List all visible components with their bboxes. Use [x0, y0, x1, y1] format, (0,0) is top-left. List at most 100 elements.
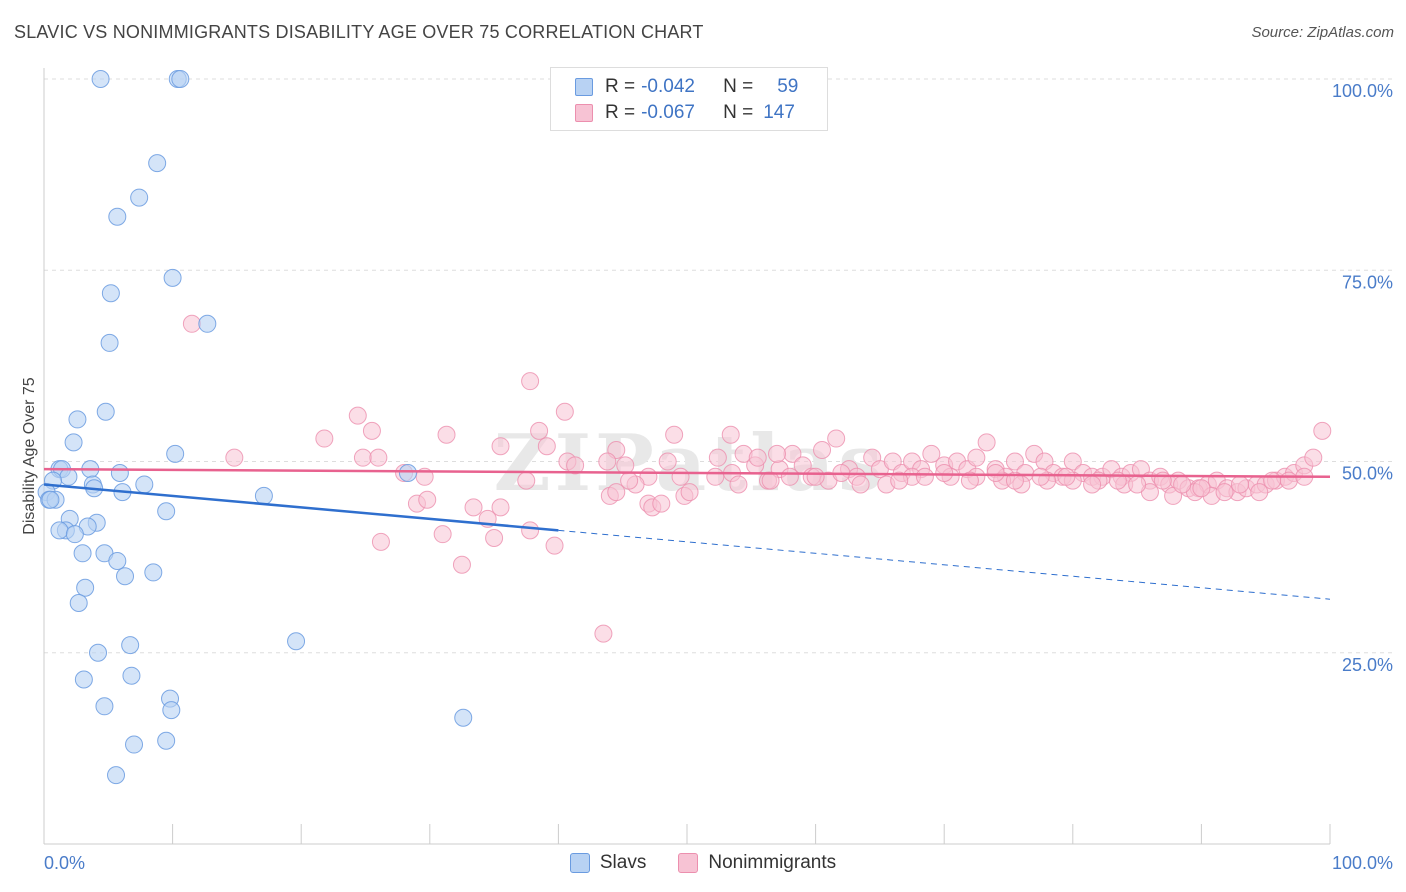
nonimmigrants-point: [780, 467, 799, 486]
slavs-swatch: [575, 78, 593, 96]
nonimmigrants-point: [521, 372, 540, 391]
slavs-point: [166, 444, 185, 463]
nonimmigrants-point: [1173, 475, 1192, 494]
slavs-swatch: [569, 853, 590, 873]
slavs-point: [108, 551, 127, 570]
slavs-point: [108, 207, 127, 226]
nonimmigrants-point: [1230, 475, 1249, 494]
nonimmigrants-point: [1263, 471, 1282, 490]
slavs-point: [110, 463, 129, 482]
slavs-point: [101, 284, 120, 303]
slavs-point: [157, 731, 176, 750]
nonimmigrants-point: [665, 425, 684, 444]
x-tick-label: 100.0%: [1332, 853, 1393, 873]
nonimmigrants-point: [960, 471, 979, 490]
slavs-point: [73, 544, 92, 563]
legend-n-label: N =: [723, 102, 754, 123]
nonimmigrants-point: [517, 471, 536, 490]
series-legend: Slavs Nonimmigrants: [0, 852, 1406, 874]
nonimmigrants-point: [485, 529, 504, 547]
nonimmigrants-point: [671, 467, 690, 486]
slavs-point: [65, 525, 84, 544]
source-label: Source: ZipAtlas.com: [1251, 24, 1394, 41]
y-tick-label: 50.0%: [1342, 464, 1393, 484]
nonimmigrants-point: [491, 498, 510, 517]
nonimmigrants-point: [806, 467, 825, 486]
legend-row-nonimmigrants: R = -0.067 N = 147: [575, 102, 795, 124]
nonimmigrants-point: [362, 421, 381, 440]
legend-n-value: 147: [763, 102, 795, 123]
slavs-point: [125, 735, 144, 754]
slavs-point: [50, 521, 69, 540]
nonimmigrants-point: [555, 402, 574, 421]
slavs-point: [122, 666, 141, 685]
legend-n-value: 59: [777, 76, 799, 97]
nonimmigrants-point: [315, 429, 334, 448]
nonimmigrants-point: [721, 425, 740, 444]
nonimmigrants-point: [1215, 483, 1234, 502]
nonimmigrants-point: [1304, 448, 1323, 467]
nonimmigrants-point: [616, 456, 635, 475]
slavs-point: [95, 697, 114, 716]
nonimmigrants-point: [607, 483, 626, 502]
y-tick-label: 75.0%: [1342, 272, 1393, 292]
legend-r-value: -0.042: [641, 76, 695, 97]
nonimmigrants-trend-line: [43, 467, 1331, 479]
slavs-point: [163, 268, 182, 287]
slavs-point: [157, 502, 176, 521]
nonimmigrants-point: [433, 525, 452, 544]
nonimmigrants-point: [761, 471, 780, 490]
slavs-point: [76, 578, 95, 597]
legend-r-label: R =: [605, 102, 636, 123]
x-tick-label: 0.0%: [44, 853, 85, 873]
slavs-trend-extension: [558, 529, 1331, 600]
y-tick-label: 25.0%: [1342, 655, 1393, 675]
y-axis-label: Disability Age Over 75: [21, 377, 38, 535]
nonimmigrants-point: [537, 437, 556, 456]
slavs-point: [287, 632, 306, 651]
nonimmigrants-point: [1250, 483, 1269, 502]
legend-item-nonimmigrants[interactable]: Nonimmigrants: [678, 852, 836, 874]
nonimmigrants-point: [813, 441, 832, 460]
nonimmigrants-swatch: [678, 853, 699, 873]
nonimmigrants-point: [566, 456, 585, 475]
slavs-point: [68, 410, 87, 429]
stats-legend: R = -0.042 N = 59 R = -0.067 N = 147: [550, 67, 828, 131]
legend-label-nonimmigrants: Nonimmigrants: [708, 852, 837, 873]
nonimmigrants-point: [1083, 475, 1102, 494]
chart-title: SLAVIC VS NONIMMIGRANTS DISABILITY AGE O…: [14, 22, 704, 42]
nonimmigrants-point: [708, 448, 727, 467]
legend-item-slavs[interactable]: Slavs: [569, 852, 647, 874]
legend-row-slavs: R = -0.042 N = 59: [575, 76, 798, 98]
grid: [44, 78, 1392, 654]
slavs-point: [121, 636, 140, 655]
nonimmigrants-point: [890, 471, 909, 490]
nonimmigrants-point: [418, 490, 437, 509]
legend-r-label: R =: [605, 76, 636, 97]
nonimmigrants-point: [545, 536, 564, 555]
x-tick-labels: 0.0% 100.0%: [44, 853, 1393, 873]
slavs-point: [69, 594, 88, 613]
slavs-point: [398, 463, 417, 482]
nonimmigrants-point: [348, 406, 367, 425]
nonimmigrants-point: [1128, 475, 1147, 494]
nonimmigrants-point: [521, 521, 540, 540]
nonimmigrants-point: [977, 433, 996, 452]
trend-lines: [43, 467, 1331, 600]
nonimmigrants-point: [748, 448, 767, 467]
y-tick-labels: 25.0% 50.0% 75.0% 100.0%: [1332, 81, 1393, 675]
slavs-point: [135, 475, 154, 494]
nonimmigrants-point: [967, 448, 986, 467]
slavs-point: [148, 154, 167, 173]
nonimmigrants-point: [1031, 467, 1050, 486]
slavs-point: [100, 333, 119, 352]
nonimmigrants-point: [851, 475, 870, 494]
slavs-trend-line: [43, 483, 559, 532]
legend-label-slavs: Slavs: [599, 852, 647, 873]
nonimmigrants-point: [437, 425, 456, 444]
nonimmigrants-point: [369, 448, 388, 467]
nonimmigrants-point: [452, 555, 471, 574]
nonimmigrants-point: [915, 467, 934, 486]
slavs-point: [59, 467, 78, 486]
